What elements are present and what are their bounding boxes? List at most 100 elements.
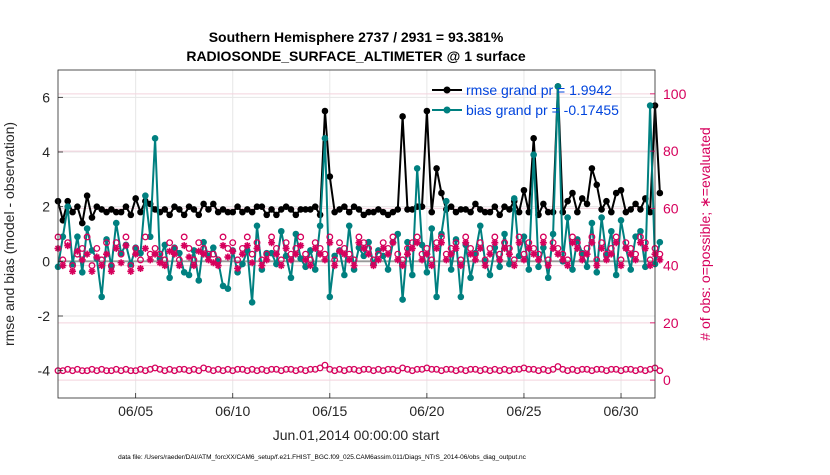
obs-possible-point — [175, 365, 183, 373]
obs-possible-point — [122, 233, 130, 241]
bias-point — [588, 219, 596, 227]
obs-evaluated-point — [78, 256, 86, 264]
rmse-point — [476, 206, 484, 213]
rmse-point — [472, 200, 479, 208]
x-tick-label: 06/20 — [409, 403, 444, 419]
rmse-point — [501, 203, 508, 210]
bias-point — [166, 274, 173, 282]
obs-possible-point — [219, 233, 227, 241]
obs-evaluated-point — [413, 239, 421, 247]
obs-evaluated-point — [627, 250, 635, 258]
rmse-point — [151, 206, 159, 213]
bias-point — [520, 233, 528, 241]
rmse-point — [355, 206, 363, 213]
obs-evaluated-point — [374, 256, 382, 264]
bias-point — [185, 271, 193, 279]
rmse-point — [219, 206, 227, 213]
y-tick-label-left: 4 — [42, 144, 50, 160]
rmse-point — [122, 203, 130, 210]
bias-point — [341, 271, 348, 279]
obs-possible-point — [141, 233, 149, 241]
obs-evaluated-point — [496, 256, 504, 264]
y-tick-label-right: 20 — [663, 315, 679, 331]
bias-point — [137, 249, 144, 257]
obs-evaluated-point — [442, 256, 450, 264]
bias-point — [428, 225, 436, 232]
rmse-point — [243, 206, 251, 213]
obs-possible-point — [656, 367, 664, 375]
bias-point — [476, 222, 484, 230]
bias-point — [127, 260, 135, 268]
obs-possible-point — [442, 365, 450, 373]
obs-evaluated-point — [350, 262, 358, 270]
bias-point — [326, 293, 334, 301]
obs-evaluated-point — [481, 262, 489, 270]
series-3-group — [54, 239, 664, 275]
x-tick-label: 06/15 — [312, 403, 347, 419]
rmse-point — [457, 206, 465, 213]
obs-evaluated-point — [331, 262, 339, 270]
bias-point — [486, 271, 494, 279]
rmse-point — [409, 206, 416, 213]
bias-point — [510, 195, 518, 202]
obs-possible-point — [103, 367, 110, 375]
rmse-point — [263, 211, 271, 219]
obs-evaluated-point — [185, 253, 193, 261]
obs-evaluated-point — [636, 239, 644, 247]
rmse-point — [462, 206, 470, 213]
obs-possible-point — [180, 233, 188, 241]
bias-point — [287, 274, 295, 282]
rmse-point — [506, 206, 513, 213]
rmse-point — [632, 200, 639, 208]
rmse-point — [282, 203, 290, 210]
obs-evaluated-point — [559, 256, 567, 264]
rmse-point — [176, 206, 183, 213]
obs-evaluated-point — [379, 244, 387, 252]
x-axis-label: Jun.01,2014 00:00:00 start — [273, 427, 440, 443]
obs-evaluated-point — [306, 262, 314, 270]
bias-point — [530, 151, 537, 159]
obs-evaluated-point — [520, 256, 528, 264]
obs-evaluated-point — [229, 247, 237, 255]
obs-evaluated-point — [408, 244, 416, 252]
rmse-point — [273, 211, 280, 219]
bias-point — [646, 102, 654, 109]
obs-evaluated-point — [612, 239, 620, 247]
rmse-point — [239, 208, 246, 216]
rmse-point — [200, 200, 207, 208]
y-tick-label-right: 80 — [663, 143, 679, 159]
obs-evaluated-point — [311, 244, 319, 252]
bias-point — [637, 227, 644, 235]
bias-point — [311, 266, 319, 273]
obs-possible-point — [510, 365, 518, 373]
rmse-point — [127, 211, 135, 219]
rmse-point — [321, 107, 329, 115]
rmse-point — [617, 186, 625, 194]
obs-evaluated-point — [253, 244, 261, 252]
y-tick-label-left: 0 — [42, 253, 50, 269]
obs-evaluated-point — [137, 264, 145, 272]
x-tick-label: 06/30 — [604, 403, 639, 419]
rmse-point — [627, 206, 635, 213]
rmse-point — [622, 208, 630, 216]
obs-possible-point — [345, 365, 353, 373]
bias-point — [617, 217, 625, 224]
rmse-point — [103, 208, 110, 216]
obs-evaluated-point — [598, 244, 606, 252]
obs-evaluated-point — [564, 262, 572, 270]
obs-possible-point — [117, 250, 125, 258]
axes: 06/05 06/10 06/15 06/20 06/25 06/30-4-2024602… — [38, 86, 687, 419]
x-tick-label: 06/10 — [215, 403, 250, 419]
obs-evaluated-point — [467, 250, 475, 258]
obs-evaluated-point — [583, 250, 591, 258]
bias-point — [176, 249, 183, 257]
rmse-point — [496, 211, 503, 219]
obs-evaluated-point — [530, 250, 538, 258]
rmse-point — [88, 214, 96, 221]
obs-evaluated-point — [476, 244, 484, 252]
bias-point — [540, 244, 547, 251]
rmse-point — [360, 211, 368, 219]
bias-point — [384, 266, 392, 273]
rmse-point — [214, 208, 222, 216]
